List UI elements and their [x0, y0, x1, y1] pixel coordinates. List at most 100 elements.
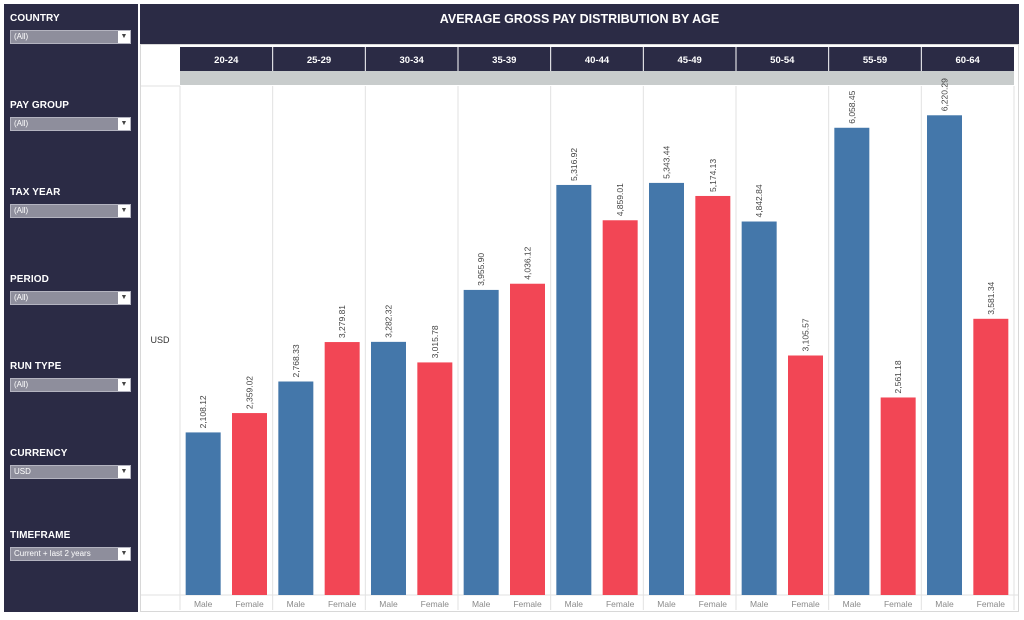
x-tick-label-female: Female: [884, 599, 913, 609]
sub-header-band: [180, 71, 1014, 85]
filter-run-type: RUN TYPE (All) ▼: [10, 360, 136, 392]
filter-label-pay-group: PAY GROUP: [10, 100, 70, 111]
data-label: 5,316.92: [569, 148, 579, 181]
data-label: 4,859.01: [615, 183, 625, 216]
x-tick-label-male: Male: [657, 599, 676, 609]
bar-female-60-64: [973, 318, 1009, 595]
filter-country: COUNTRY (All) ▼: [10, 12, 136, 44]
x-tick-label-female: Female: [699, 599, 728, 609]
chart-title: AVERAGE GROSS PAY DISTRIBUTION BY AGE: [140, 4, 1019, 44]
x-tick-label-female: Female: [421, 599, 450, 609]
period-dropdown-value: (All): [14, 293, 29, 302]
x-tick-label-female: Female: [235, 599, 264, 609]
category-label: 20-24: [214, 55, 239, 66]
category-header-45-49: [643, 47, 736, 71]
bar-male-35-39: [463, 289, 499, 595]
run-type-dropdown[interactable]: (All) ▼: [10, 378, 131, 392]
bar-male-50-54: [741, 221, 777, 595]
x-tick-label-female: Female: [977, 599, 1006, 609]
timeframe-dropdown[interactable]: Current + last 2 years ▼: [10, 547, 131, 561]
bar-female-25-29: [324, 342, 360, 595]
data-label: 3,282.32: [384, 305, 394, 338]
data-label: 5,343.44: [662, 146, 672, 179]
chevron-down-icon[interactable]: ▼: [118, 292, 130, 304]
x-tick-label-male: Male: [472, 599, 491, 609]
filter-currency: CURRENCY USD ▼: [10, 447, 136, 479]
x-tick-label-male: Male: [750, 599, 769, 609]
bar-male-45-49: [649, 182, 684, 596]
data-label: 3,015.78: [430, 325, 440, 358]
pay-group-dropdown[interactable]: (All) ▼: [10, 117, 131, 131]
category-label: 55-59: [863, 55, 887, 66]
x-tick-label-male: Male: [843, 599, 862, 609]
category-header-35-39: [458, 47, 551, 71]
chart-area: 20-24 25-29 30-34 35-39 40-44 45-49 50-54 55-59…: [140, 44, 1019, 612]
filter-pay-group: PAY GROUP (All) ▼: [10, 99, 136, 131]
category-label: 50-54: [770, 55, 795, 66]
category-header-50-54: [736, 47, 829, 71]
timeframe-dropdown-value: Current + last 2 years: [14, 549, 91, 558]
category-label: 30-34: [400, 55, 425, 66]
x-tick-label-female: Female: [791, 599, 820, 609]
filter-label-currency: CURRENCY: [10, 448, 68, 459]
filter-tax-year: TAX YEAR (All) ▼: [10, 186, 136, 218]
chevron-down-icon[interactable]: ▼: [118, 379, 130, 391]
data-label: 3,581.34: [986, 281, 996, 314]
filter-label-timeframe: TIMEFRAME: [10, 530, 71, 541]
category-label: 35-39: [492, 55, 516, 66]
category-label: 40-44: [585, 55, 610, 66]
bar-male-25-29: [278, 381, 314, 595]
chevron-down-icon[interactable]: ▼: [118, 205, 130, 217]
bar-female-40-44: [602, 220, 638, 595]
bar-female-50-54: [788, 355, 823, 595]
bar-female-20-24: [232, 413, 267, 595]
y-axis-label: USD: [150, 335, 170, 345]
bar-female-35-39: [510, 283, 545, 595]
bar-male-20-24: [185, 432, 221, 595]
bar-female-45-49: [695, 195, 731, 595]
bar-male-40-44: [556, 184, 592, 595]
country-dropdown[interactable]: (All) ▼: [10, 30, 131, 44]
filter-label-run-type: RUN TYPE: [10, 361, 62, 372]
x-tick-label-male: Male: [935, 599, 954, 609]
bar-female-30-34: [417, 362, 453, 595]
chevron-down-icon[interactable]: ▼: [118, 466, 130, 478]
category-header-40-44: [550, 47, 644, 71]
data-label: 3,105.57: [801, 318, 811, 351]
period-dropdown[interactable]: (All) ▼: [10, 291, 131, 305]
bar-male-60-64: [927, 115, 962, 596]
data-label: 4,036.12: [523, 246, 533, 279]
tax-year-dropdown-value: (All): [14, 206, 29, 215]
category-label: 45-49: [678, 55, 702, 66]
x-tick-label-female: Female: [513, 599, 542, 609]
data-label: 6,058.45: [847, 90, 857, 123]
filter-label-tax-year: TAX YEAR: [10, 187, 61, 198]
filter-label-period: PERIOD: [10, 274, 49, 285]
filter-period: PERIOD (All) ▼: [10, 273, 136, 305]
category-label: 25-29: [307, 55, 331, 66]
currency-dropdown[interactable]: USD ▼: [10, 465, 131, 479]
x-tick-label-female: Female: [328, 599, 357, 609]
filter-label-country: COUNTRY: [10, 13, 60, 24]
category-header-25-29: [272, 47, 366, 71]
data-label: 5,174.13: [708, 159, 718, 192]
data-label: 2,108.12: [198, 395, 208, 428]
data-label: 3,955.90: [476, 253, 486, 286]
x-tick-label-male: Male: [565, 599, 584, 609]
x-tick-label-male: Male: [194, 599, 213, 609]
chevron-down-icon[interactable]: ▼: [118, 548, 130, 560]
chevron-down-icon[interactable]: ▼: [118, 31, 130, 43]
bar-chart: 20-24 25-29 30-34 35-39 40-44 45-49 50-54 55-59…: [141, 47, 1018, 610]
chevron-down-icon[interactable]: ▼: [118, 118, 130, 130]
category-header-60-64: [921, 47, 1014, 71]
data-label: 6,220.29: [940, 78, 950, 111]
category-header-30-34: [365, 47, 458, 71]
category-label: 60-64: [956, 55, 981, 66]
data-label: 2,561.18: [893, 360, 903, 393]
data-label: 4,842.84: [754, 184, 764, 217]
tax-year-dropdown[interactable]: (All) ▼: [10, 204, 131, 218]
category-header-20-24: [180, 47, 273, 71]
x-tick-label-male: Male: [287, 599, 306, 609]
category-header-55-59: [828, 47, 922, 71]
run-type-dropdown-value: (All): [14, 380, 29, 389]
